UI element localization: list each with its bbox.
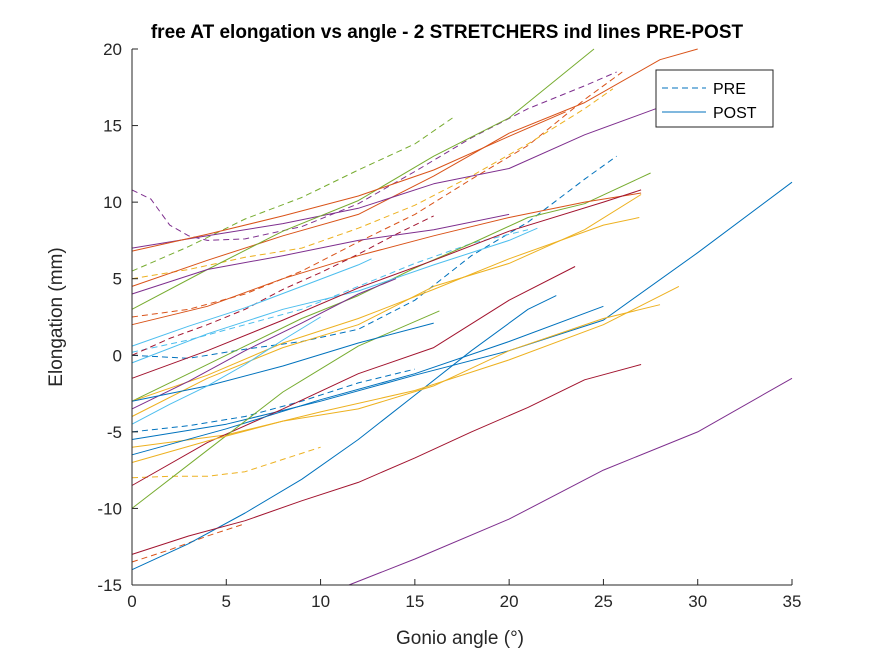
series-line-post-11 bbox=[131, 295, 557, 571]
series-line-post-27 bbox=[131, 217, 640, 402]
legend-label-pre: PRE bbox=[713, 81, 746, 98]
x-tick-label-5: 25 bbox=[594, 592, 613, 611]
x-tick-label-7: 35 bbox=[783, 592, 802, 611]
y-tick-label-1: -10 bbox=[97, 499, 122, 518]
series-line-post-32 bbox=[131, 278, 397, 410]
plot-area bbox=[132, 49, 792, 585]
series-line-post-16 bbox=[131, 258, 372, 347]
series-line-post-29 bbox=[131, 310, 440, 509]
series-line-post-14 bbox=[131, 97, 680, 249]
y-tick-label-6: 15 bbox=[103, 117, 122, 136]
series-line-post-25 bbox=[131, 305, 604, 456]
x-tick-label-1: 5 bbox=[222, 592, 231, 611]
series-line-post-17 bbox=[131, 364, 642, 555]
y-tick-label-4: 5 bbox=[113, 270, 122, 289]
series-line-post-26 bbox=[131, 111, 566, 252]
legend-label-post: POST bbox=[713, 105, 757, 122]
legend: PRE POST bbox=[655, 69, 774, 128]
series-line-pre-8 bbox=[131, 446, 321, 479]
series-line-pre-2 bbox=[131, 71, 623, 318]
series-line-post-20 bbox=[131, 285, 680, 448]
legend-box bbox=[655, 69, 774, 128]
series-line-post-12 bbox=[131, 48, 698, 287]
series-line-pre-4 bbox=[131, 71, 617, 241]
chart-title: free AT elongation vs angle - 2 STRETCHE… bbox=[151, 22, 744, 43]
series-line-pre-7 bbox=[131, 215, 434, 356]
series-line-post-23 bbox=[131, 227, 538, 364]
series-line-post-24 bbox=[131, 266, 576, 486]
series-line-post-13 bbox=[131, 194, 642, 417]
series-line-pre-3 bbox=[131, 88, 614, 280]
x-tick-label-0: 0 bbox=[127, 592, 136, 611]
ticks-layer: 0 5 10 15 20 25 30 35 -15 -10 -5 0 5 10 15 20 bbox=[97, 40, 801, 611]
series-line-post-21 bbox=[348, 377, 793, 586]
series-line-post-31 bbox=[131, 304, 661, 463]
series-line-post-28 bbox=[131, 213, 510, 295]
series-line-post-33 bbox=[131, 322, 434, 402]
series-line-pre-1 bbox=[131, 155, 617, 359]
x-tick-label-6: 30 bbox=[688, 592, 707, 611]
y-axis-label: Elongation (mm) bbox=[46, 247, 67, 386]
series-layer bbox=[131, 48, 793, 586]
series-line-pre-9 bbox=[131, 368, 416, 433]
series-line-pre-5 bbox=[131, 117, 453, 272]
y-tick-label-7: 20 bbox=[103, 40, 122, 59]
y-tick-label-2: -5 bbox=[107, 423, 122, 442]
y-tick-label-0: -15 bbox=[97, 576, 122, 595]
x-tick-label-3: 15 bbox=[405, 592, 424, 611]
y-tick-label-3: 0 bbox=[113, 346, 122, 365]
x-axis-label: Gonio angle (°) bbox=[396, 628, 524, 649]
x-tick-label-4: 20 bbox=[500, 592, 519, 611]
series-line-post-18 bbox=[131, 181, 793, 440]
x-tick-label-2: 10 bbox=[311, 592, 330, 611]
series-line-post-30 bbox=[131, 189, 642, 379]
y-tick-label-5: 10 bbox=[103, 193, 122, 212]
axes-layer bbox=[131, 49, 792, 586]
series-line-post-15 bbox=[131, 172, 651, 402]
series-line-post-34 bbox=[131, 316, 321, 425]
series-line-post-19 bbox=[131, 192, 642, 326]
